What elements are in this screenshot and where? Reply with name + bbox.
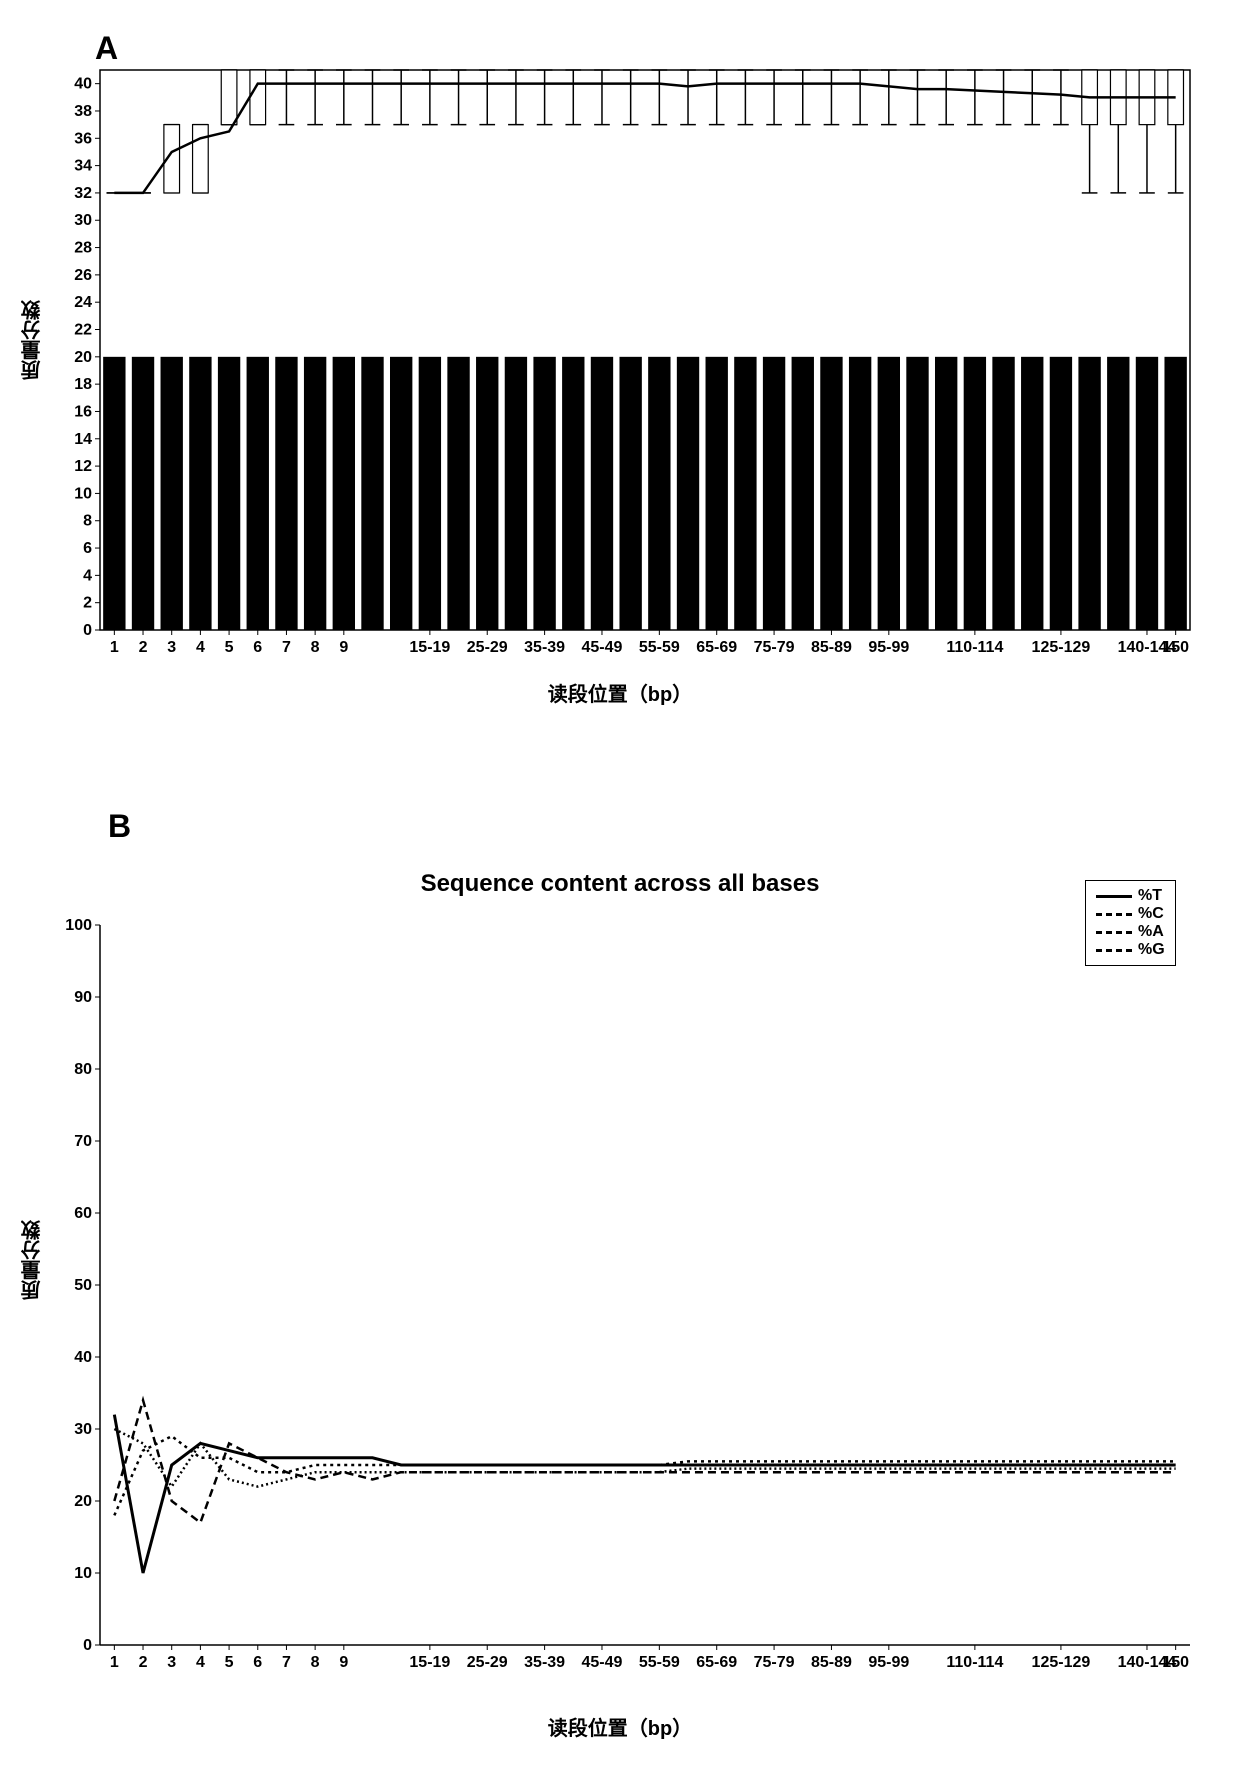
legend-label: %C bbox=[1138, 905, 1164, 923]
svg-text:8: 8 bbox=[311, 639, 320, 656]
svg-text:32: 32 bbox=[74, 185, 92, 202]
svg-text:15-19: 15-19 bbox=[409, 639, 450, 656]
svg-text:10: 10 bbox=[74, 1565, 92, 1582]
svg-text:6: 6 bbox=[253, 639, 262, 656]
svg-text:35-39: 35-39 bbox=[524, 1654, 565, 1671]
svg-text:6: 6 bbox=[83, 540, 92, 557]
svg-text:20: 20 bbox=[74, 1493, 92, 1510]
chart-a: 0246810121416182022242628303234363840123… bbox=[35, 45, 1215, 700]
svg-text:4: 4 bbox=[196, 639, 205, 656]
svg-text:5: 5 bbox=[225, 1654, 234, 1671]
svg-text:28: 28 bbox=[74, 240, 92, 257]
svg-text:45-49: 45-49 bbox=[582, 639, 623, 656]
chart-b-title: Sequence content across all bases bbox=[0, 870, 1240, 898]
chart-b-legend: %T%C%A%G bbox=[1085, 880, 1176, 966]
svg-text:4: 4 bbox=[83, 567, 92, 584]
chart-b: 0 10 20 30 40 50 60 70 80 90 100 1 2 3 4 5 6 7 8 9 15-19 25-2… bbox=[35, 855, 1215, 1735]
svg-text:30: 30 bbox=[74, 1421, 92, 1438]
svg-text:100: 100 bbox=[65, 917, 92, 934]
svg-text:22: 22 bbox=[74, 322, 92, 339]
svg-text:70: 70 bbox=[74, 1133, 92, 1150]
svg-text:50: 50 bbox=[74, 1277, 92, 1294]
svg-text:10: 10 bbox=[74, 485, 92, 502]
svg-text:150: 150 bbox=[1162, 1654, 1189, 1671]
svg-text:15-19: 15-19 bbox=[409, 1654, 450, 1671]
svg-text:75-79: 75-79 bbox=[754, 1654, 795, 1671]
chart-a-xlabel: 读段位置（bp） bbox=[0, 678, 1240, 707]
svg-text:1: 1 bbox=[110, 639, 119, 656]
svg-text:55-59: 55-59 bbox=[639, 639, 680, 656]
svg-text:80: 80 bbox=[74, 1061, 92, 1078]
svg-text:150: 150 bbox=[1162, 639, 1189, 656]
legend-item: %G bbox=[1096, 941, 1165, 959]
svg-text:110-114: 110-114 bbox=[946, 639, 1003, 656]
svg-text:2: 2 bbox=[139, 639, 148, 656]
svg-text:7: 7 bbox=[282, 1654, 291, 1671]
svg-text:16: 16 bbox=[74, 403, 92, 420]
svg-text:95-99: 95-99 bbox=[868, 639, 909, 656]
svg-text:2: 2 bbox=[139, 1654, 148, 1671]
svg-text:25-29: 25-29 bbox=[467, 639, 508, 656]
svg-text:75-79: 75-79 bbox=[754, 639, 795, 656]
svg-text:18: 18 bbox=[74, 376, 92, 393]
svg-text:90: 90 bbox=[74, 989, 92, 1006]
legend-item: %C bbox=[1096, 905, 1165, 923]
legend-item: %A bbox=[1096, 923, 1165, 941]
svg-text:38: 38 bbox=[74, 103, 92, 120]
legend-label: %G bbox=[1138, 941, 1165, 959]
svg-text:9: 9 bbox=[339, 1654, 348, 1671]
svg-text:14: 14 bbox=[74, 431, 92, 448]
svg-text:85-89: 85-89 bbox=[811, 639, 852, 656]
svg-text:45-49: 45-49 bbox=[582, 1654, 623, 1671]
svg-text:1: 1 bbox=[110, 1654, 119, 1671]
svg-text:65-69: 65-69 bbox=[696, 1654, 737, 1671]
svg-text:110-114: 110-114 bbox=[946, 1654, 1003, 1671]
svg-text:65-69: 65-69 bbox=[696, 639, 737, 656]
svg-text:8: 8 bbox=[311, 1654, 320, 1671]
chart-b-xlabel: 读段位置（bp） bbox=[0, 1712, 1240, 1741]
svg-text:24: 24 bbox=[74, 294, 92, 311]
svg-text:20: 20 bbox=[74, 349, 92, 366]
svg-text:26: 26 bbox=[74, 267, 92, 284]
svg-text:6: 6 bbox=[253, 1654, 262, 1671]
svg-text:85-89: 85-89 bbox=[811, 1654, 852, 1671]
legend-label: %A bbox=[1138, 923, 1164, 941]
svg-text:7: 7 bbox=[282, 639, 291, 656]
svg-text:36: 36 bbox=[74, 130, 92, 147]
svg-text:3: 3 bbox=[167, 639, 176, 656]
svg-text:8: 8 bbox=[83, 513, 92, 530]
panel-label-b: B bbox=[108, 808, 131, 845]
svg-text:95-99: 95-99 bbox=[868, 1654, 909, 1671]
svg-text:2: 2 bbox=[83, 595, 92, 612]
legend-item: %T bbox=[1096, 887, 1165, 905]
svg-text:4: 4 bbox=[196, 1654, 205, 1671]
svg-text:0: 0 bbox=[83, 1637, 92, 1654]
legend-label: %T bbox=[1138, 887, 1162, 905]
svg-text:9: 9 bbox=[339, 639, 348, 656]
svg-text:25-29: 25-29 bbox=[467, 1654, 508, 1671]
svg-text:12: 12 bbox=[74, 458, 92, 475]
svg-text:35-39: 35-39 bbox=[524, 639, 565, 656]
svg-text:0: 0 bbox=[83, 622, 92, 639]
svg-text:34: 34 bbox=[74, 158, 92, 175]
svg-text:40: 40 bbox=[74, 76, 92, 93]
svg-text:5: 5 bbox=[225, 639, 234, 656]
svg-text:3: 3 bbox=[167, 1654, 176, 1671]
svg-text:40: 40 bbox=[74, 1349, 92, 1366]
svg-text:125-129: 125-129 bbox=[1032, 639, 1091, 656]
svg-text:30: 30 bbox=[74, 212, 92, 229]
svg-text:125-129: 125-129 bbox=[1032, 1654, 1091, 1671]
svg-text:55-59: 55-59 bbox=[639, 1654, 680, 1671]
svg-text:60: 60 bbox=[74, 1205, 92, 1222]
